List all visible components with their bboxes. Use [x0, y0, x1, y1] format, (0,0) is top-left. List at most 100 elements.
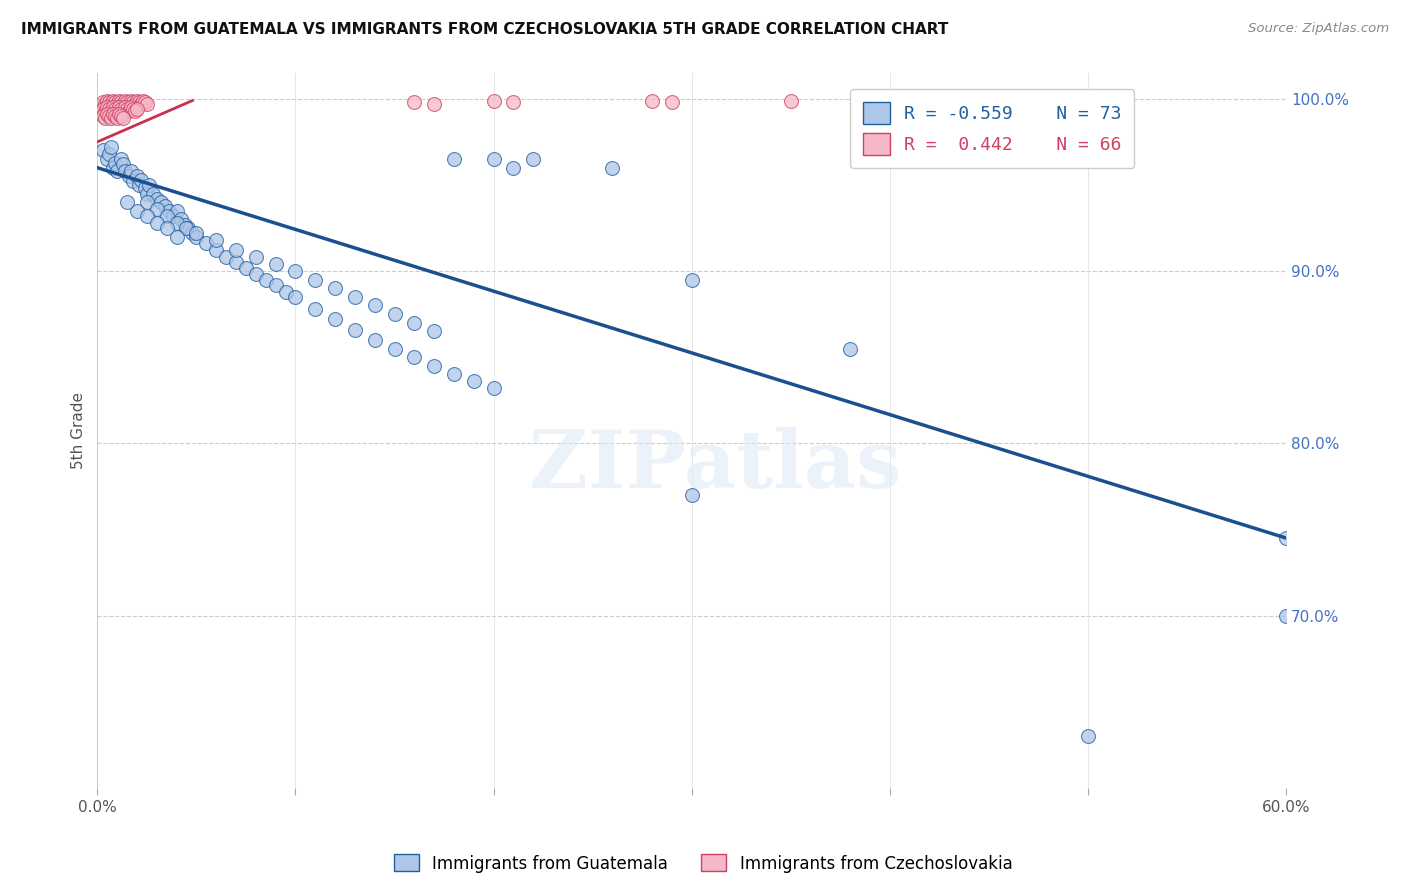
Point [104, 102, 127, 116]
Point [1275, 531, 1298, 545]
Point [134, 181, 156, 195]
Point [284, 264, 307, 278]
Point [176, 221, 198, 235]
Point [681, 273, 703, 287]
Point [108, 107, 131, 121]
Point [157, 203, 180, 218]
Point [124, 103, 146, 118]
Point [108, 94, 131, 108]
Point [100, 111, 122, 125]
Point [363, 333, 385, 347]
Point [423, 324, 446, 338]
Point [100, 97, 122, 112]
Point [98, 95, 121, 110]
Point [274, 285, 297, 299]
Point [91, 102, 114, 116]
Text: IMMIGRANTS FROM GUATEMALA VS IMMIGRANTS FROM CZECHOSLOVAKIA 5TH GRADE CORRELATIO: IMMIGRANTS FROM GUATEMALA VS IMMIGRANTS … [21, 22, 949, 37]
Point [110, 109, 132, 123]
Point [153, 198, 176, 212]
Point [125, 102, 148, 116]
Point [122, 95, 145, 110]
Point [122, 174, 145, 188]
Point [215, 250, 238, 264]
Point [110, 95, 132, 110]
Point [839, 342, 862, 356]
Point [323, 281, 346, 295]
Point [114, 100, 136, 114]
Point [404, 316, 426, 330]
Point [779, 94, 801, 108]
Point [98, 102, 121, 116]
Point [482, 94, 505, 108]
Point [103, 161, 125, 175]
Point [225, 255, 247, 269]
Point [94, 103, 117, 118]
Y-axis label: 5th Grade: 5th Grade [72, 392, 86, 469]
Point [166, 229, 188, 244]
Point [104, 109, 127, 123]
Point [186, 229, 208, 244]
Point [502, 95, 524, 110]
Legend: R = -0.559    N = 73, R =  0.442    N = 66: R = -0.559 N = 73, R = 0.442 N = 66 [851, 89, 1135, 168]
Point [120, 164, 142, 178]
Point [98, 147, 121, 161]
Point [1275, 608, 1298, 623]
Point [343, 323, 366, 337]
Point [115, 95, 138, 110]
Point [166, 203, 188, 218]
Point [443, 368, 465, 382]
Point [235, 260, 257, 275]
Point [177, 221, 200, 235]
Point [142, 186, 165, 201]
Point [146, 202, 169, 216]
Point [91, 109, 114, 123]
Point [404, 95, 426, 110]
Point [384, 342, 406, 356]
Point [254, 273, 277, 287]
Point [423, 97, 446, 112]
Point [195, 236, 218, 251]
Point [118, 103, 141, 118]
Point [108, 100, 131, 114]
Point [443, 152, 465, 166]
Point [641, 94, 664, 108]
Point [112, 97, 135, 112]
Point [323, 312, 346, 326]
Point [138, 178, 160, 192]
Point [404, 350, 426, 364]
Point [96, 100, 118, 114]
Point [245, 250, 267, 264]
Legend: Immigrants from Guatemala, Immigrants from Czechoslovakia: Immigrants from Guatemala, Immigrants fr… [387, 847, 1019, 880]
Point [104, 95, 127, 110]
Point [110, 102, 132, 116]
Point [284, 290, 307, 304]
Point [110, 152, 132, 166]
Point [146, 192, 169, 206]
Point [135, 97, 157, 112]
Point [423, 359, 446, 373]
Point [128, 95, 150, 110]
Point [115, 195, 138, 210]
Point [125, 203, 148, 218]
Point [94, 97, 117, 112]
Point [681, 488, 703, 502]
Point [103, 94, 125, 108]
Point [384, 307, 406, 321]
Point [103, 107, 125, 121]
Point [343, 290, 366, 304]
Point [118, 169, 141, 184]
Point [149, 195, 172, 210]
Point [115, 102, 138, 116]
Point [169, 212, 191, 227]
Point [105, 97, 128, 112]
Point [118, 97, 141, 112]
Point [482, 381, 505, 395]
Point [100, 140, 122, 154]
Point [105, 111, 128, 125]
Point [135, 186, 157, 201]
Point [114, 164, 136, 178]
Point [135, 209, 157, 223]
Point [264, 277, 287, 292]
Point [602, 161, 624, 175]
Point [146, 216, 169, 230]
